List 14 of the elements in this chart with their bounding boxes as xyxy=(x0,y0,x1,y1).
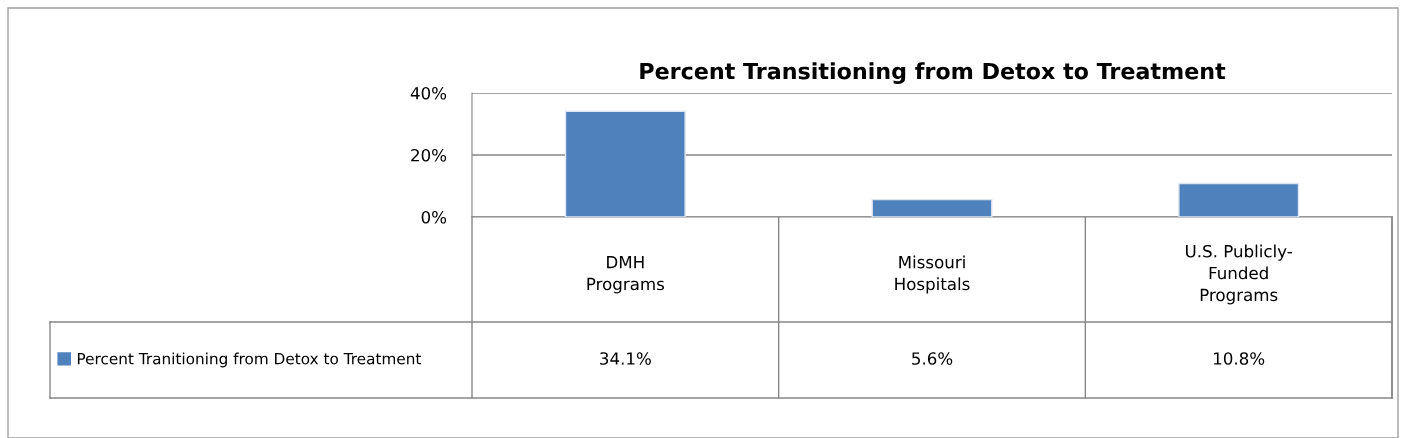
y-tick-label: 20% xyxy=(411,148,447,162)
data-label: 34.1% xyxy=(600,352,651,365)
x-tick-label: U.S. Publicly- Funded Programs xyxy=(1186,244,1292,305)
x-tick-label: Missouri Hospitals xyxy=(895,255,970,294)
bar xyxy=(564,110,686,217)
y-tick-label: 40% xyxy=(410,86,447,100)
legend-label: Percent Tranitioning from Detox to Treatment xyxy=(77,352,422,368)
data-label: 10.8% xyxy=(1214,352,1265,365)
chart-title: Percent Transitioning from Detox to Treatment xyxy=(640,62,1226,84)
data-label: 5.6% xyxy=(912,352,953,365)
x-tick-label: DMH Programs xyxy=(587,256,665,294)
y-tick-label: 0% xyxy=(421,210,447,224)
bar xyxy=(1178,182,1300,217)
bar xyxy=(871,198,993,217)
